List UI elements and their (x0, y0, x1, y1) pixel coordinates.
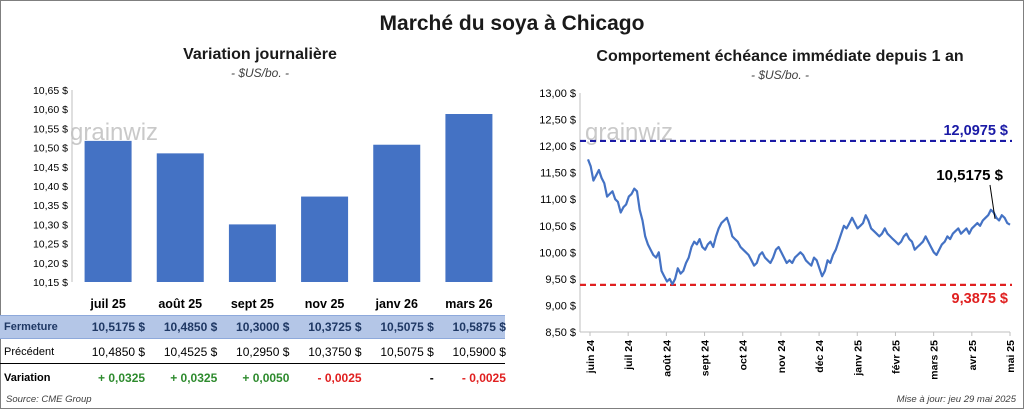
left-chart-unit: - $US/bo. - (230, 66, 290, 80)
bar-1 (156, 153, 204, 282)
right-y-tick-label: 13,00 $ (539, 88, 576, 100)
right-x-tick-label: mai 25 (1005, 340, 1017, 373)
last-price-pointer (989, 184, 996, 219)
left-y-tick-label: 10,60 $ (33, 104, 68, 116)
right-y-tick-label: 11,00 $ (540, 194, 576, 206)
table-cell: + 0,0325 (98, 371, 146, 385)
left-y-tick-label: 10,55 $ (33, 123, 68, 135)
table-cell: 10,3725 $ (308, 320, 362, 334)
right-y-tick-label: 12,00 $ (539, 141, 576, 153)
table-cell: 10,4850 $ (163, 320, 218, 334)
right-x-tick-label: mars 25 (929, 340, 941, 380)
table-cell: + 0,0325 (170, 371, 218, 385)
right-x-tick-label: avr 25 (967, 340, 979, 371)
table-cell: + 0,0050 (242, 371, 290, 385)
table-cell: 10,2950 $ (236, 345, 290, 359)
right-x-tick-label: juin 24 (585, 340, 597, 374)
table-cell: 10,5900 $ (452, 345, 506, 359)
bar-0 (84, 140, 132, 282)
table-row-precedent: Précédent 10,4850 $ 10,4525 $ 10,2950 $ 10,… (0, 341, 506, 364)
left-y-tick-label: 10,35 $ (33, 200, 68, 212)
right-x-tick-label: juil 24 (623, 340, 635, 371)
table-cell: 10,5175 $ (91, 320, 146, 334)
left-chart-title: Variation journalière (183, 46, 337, 63)
row-label-precedent: Précédent (4, 346, 55, 358)
price-series-line (586, 158, 1011, 286)
left-x-tick-label: août 25 (158, 297, 202, 311)
right-watermark: grainwiz (585, 119, 673, 146)
row-label-variation: Variation (4, 372, 51, 384)
table-cell: 10,4850 $ (91, 345, 146, 359)
table-cell: 10,5875 $ (452, 320, 506, 334)
right-y-tick-label: 8,50 $ (545, 327, 576, 339)
right-y-tick-label: 9,00 $ (545, 300, 576, 312)
high-label: 12,0975 $ (943, 123, 1008, 139)
low-label: 9,3875 $ (952, 291, 1008, 307)
left-x-tick-label: juil 25 (89, 297, 125, 311)
left-y-tick-label: 10,45 $ (33, 162, 68, 174)
table-cell: - 0,0025 (461, 371, 506, 385)
right-x-tick-label: nov 24 (776, 340, 788, 373)
left-x-tick-label: janv 26 (375, 297, 418, 311)
bar-4 (373, 144, 421, 282)
left-y-tick-label: 10,25 $ (33, 239, 68, 251)
left-x-tick-label: nov 25 (305, 297, 345, 311)
table-row-fermeture: Fermeture 10,5175 $ 10,4850 $ 10,3000 $ 10,… (0, 315, 506, 339)
last-price-label: 10,5175 $ (936, 167, 1003, 184)
table-cell: - (429, 371, 434, 385)
table-cell: 10,5075 $ (380, 320, 434, 334)
row-label-fermeture: Fermeture (4, 321, 58, 333)
right-x-tick-label: août 24 (661, 340, 673, 377)
left-x-tick-label: mars 26 (445, 297, 492, 311)
left-y-tick-label: 10,30 $ (33, 219, 68, 231)
right-y-tick-label: 10,00 $ (539, 247, 576, 259)
right-y-tick-label: 11,50 $ (540, 168, 576, 180)
table-cell: 10,3750 $ (308, 345, 362, 359)
bar-3 (301, 196, 349, 282)
left-y-tick-label: 10,15 $ (33, 277, 68, 289)
right-y-tick-label: 12,50 $ (539, 115, 576, 127)
left-x-tick-label: sept 25 (231, 297, 274, 311)
left-y-tick-label: 10,20 $ (33, 258, 68, 270)
bar-2 (228, 224, 276, 282)
update-note: Mise à jour: jeu 29 mai 2025 (896, 394, 1016, 405)
right-chart-unit: - $US/bo. - (750, 68, 810, 82)
left-y-tick-label: 10,65 $ (33, 85, 68, 97)
table-cell: 10,3000 $ (236, 320, 290, 334)
right-x-tick-label: oct 24 (738, 340, 750, 371)
right-chart-title: Comportement échéance immédiate depuis 1… (596, 48, 964, 65)
right-x-tick-label: déc 24 (814, 340, 826, 373)
source-note: Source: CME Group (6, 394, 92, 405)
right-x-tick-label: janv 25 (852, 340, 864, 377)
right-x-tick-label: févr 25 (890, 340, 902, 374)
left-y-tick-label: 10,40 $ (33, 181, 68, 193)
table-cell: - 0,0025 (317, 371, 362, 385)
right-x-tick-label: sept 24 (700, 340, 712, 376)
right-y-tick-label: 9,50 $ (545, 274, 576, 286)
left-y-tick-label: 10,50 $ (33, 143, 68, 155)
right-y-tick-label: 10,50 $ (539, 221, 576, 233)
table-cell: 10,5075 $ (380, 345, 434, 359)
table-row-variation: Variation + 0,0325 + 0,0325 + 0,0050 - 0,00… (0, 367, 506, 389)
main-title: Marché du soya à Chicago (379, 12, 645, 35)
table-cell: 10,4525 $ (163, 345, 218, 359)
bar-5 (445, 114, 493, 282)
